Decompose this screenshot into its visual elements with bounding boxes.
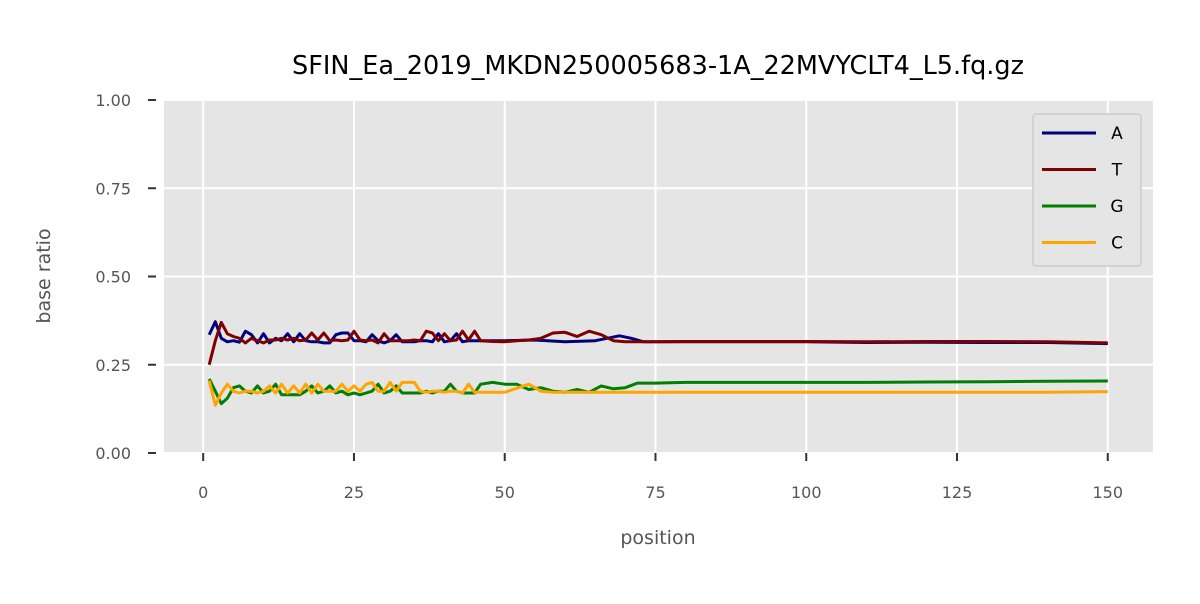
x-axis-label: position (620, 527, 695, 549)
legend-label-A: A (1111, 124, 1123, 144)
y-tick-label: 0.50 (95, 268, 131, 287)
chart-title: SFIN_Ea_2019_MKDN250005683-1A_22MVYCLT4_… (292, 51, 1024, 81)
legend-frame (1032, 113, 1142, 267)
x-tick-label: 0 (198, 483, 208, 502)
grid-lines (164, 99, 1153, 454)
x-tick-label: 100 (791, 483, 822, 502)
axes: 0 25 50 75 100 125 150 0.00 0.25 0.50 0.75 1.00 (95, 91, 1123, 502)
series-line-G (207, 378, 1108, 406)
x-tick-label: 150 (1092, 483, 1123, 502)
y-axis-label: base ratio (33, 228, 55, 323)
series-line-T (207, 320, 1108, 366)
x-tick-label: 75 (645, 483, 665, 502)
series-line-C (207, 380, 1108, 407)
legend-label-G: G (1110, 197, 1123, 217)
series-lines (207, 320, 1108, 407)
y-tick-label: 0.00 (95, 444, 131, 463)
x-tick-label: 50 (495, 483, 515, 502)
legend-label-C: C (1111, 234, 1123, 254)
x-tick-label: 25 (344, 483, 364, 502)
x-tick-label: 125 (942, 483, 973, 502)
y-tick-label: 1.00 (95, 91, 131, 110)
y-tick-label: 0.75 (95, 179, 131, 198)
legend-label-T: T (1111, 161, 1123, 181)
y-tick-label: 0.25 (95, 356, 131, 375)
